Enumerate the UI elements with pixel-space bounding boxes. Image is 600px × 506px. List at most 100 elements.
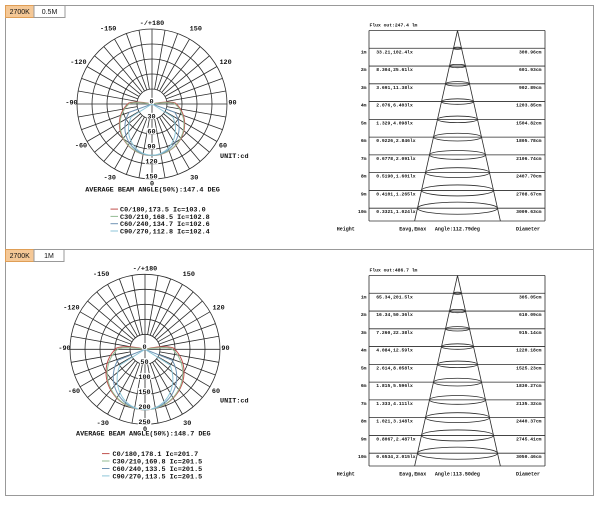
svg-text:3m: 3m <box>361 85 367 91</box>
svg-text:-60: -60 <box>75 143 87 151</box>
svg-text:6m: 6m <box>361 138 367 144</box>
svg-text:1.815,5.596lx: 1.815,5.596lx <box>376 383 413 389</box>
svg-text:2m: 2m <box>361 67 367 73</box>
svg-text:16.34,50.36lx: 16.34,50.36lx <box>376 312 413 318</box>
svg-text:-30: -30 <box>104 175 116 183</box>
svg-text:Flux out:247.4 lm: Flux out:247.4 lm <box>370 22 418 28</box>
svg-text:1220.18cm: 1220.18cm <box>516 348 542 354</box>
svg-text:2708.67cm: 2708.67cm <box>516 191 542 197</box>
svg-text:1m: 1m <box>361 294 367 300</box>
svg-text:2.076,6.403lx: 2.076,6.403lx <box>376 103 413 109</box>
svg-text:90: 90 <box>147 144 155 152</box>
svg-text:0.5M: 0.5M <box>42 9 58 16</box>
svg-text:Angle:113.50deg: Angle:113.50deg <box>435 472 480 478</box>
svg-text:1805.78cm: 1805.78cm <box>516 138 542 144</box>
svg-text:-30: -30 <box>97 420 109 428</box>
svg-text:1504.82cm: 1504.82cm <box>516 120 542 126</box>
svg-text:2m: 2m <box>361 312 367 318</box>
svg-text:8.304,25.61lx: 8.304,25.61lx <box>376 67 413 73</box>
svg-text:0.3321,1.024lx: 0.3321,1.024lx <box>376 209 416 215</box>
svg-text:4m: 4m <box>361 348 367 354</box>
svg-text:1.021,3.148lx: 1.021,3.148lx <box>376 419 413 425</box>
svg-text:7m: 7m <box>361 401 367 407</box>
svg-text:C60/240,133.5 Ic=201.5: C60/240,133.5 Ic=201.5 <box>113 466 203 474</box>
svg-text:2440.37cm: 2440.37cm <box>516 419 542 425</box>
svg-text:2745.41cm: 2745.41cm <box>516 436 542 442</box>
svg-text:8m: 8m <box>361 419 367 425</box>
svg-text:150: 150 <box>190 26 202 34</box>
svg-text:0.5190,1.601lx: 0.5190,1.601lx <box>376 174 416 180</box>
svg-text:305.05cm: 305.05cm <box>519 294 542 300</box>
svg-text:-150: -150 <box>100 26 116 34</box>
svg-text:2407.70cm: 2407.70cm <box>516 174 542 180</box>
svg-text:30: 30 <box>190 175 198 183</box>
svg-text:4.084,12.59lx: 4.084,12.59lx <box>376 348 413 354</box>
svg-text:0: 0 <box>142 344 146 352</box>
svg-text:Angle:112.79deg: Angle:112.79deg <box>435 227 480 233</box>
svg-text:C30/210,169.8 Ic=201.5: C30/210,169.8 Ic=201.5 <box>113 459 203 467</box>
svg-text:0.9226,2.846lx: 0.9226,2.846lx <box>376 138 416 144</box>
svg-text:1203.85cm: 1203.85cm <box>516 103 542 109</box>
svg-text:5m: 5m <box>361 365 367 371</box>
svg-text:1m: 1m <box>361 49 367 55</box>
svg-text:-120: -120 <box>70 59 86 67</box>
svg-text:AVERAGE BEAM ANGLE(50%):147.4: AVERAGE BEAM ANGLE(50%):147.4 DEG <box>85 187 220 195</box>
svg-text:-120: -120 <box>63 304 79 312</box>
svg-text:Height: Height <box>337 227 355 233</box>
svg-text:1.329,4.098lx: 1.329,4.098lx <box>376 120 413 126</box>
svg-text:8m: 8m <box>361 174 367 180</box>
svg-text:50: 50 <box>140 359 148 367</box>
svg-text:C90/270,112.8 Ic=102.4: C90/270,112.8 Ic=102.4 <box>120 229 210 237</box>
svg-text:3m: 3m <box>361 330 367 336</box>
svg-text:Height: Height <box>337 472 355 478</box>
svg-text:915.14cm: 915.14cm <box>519 330 542 336</box>
svg-text:2700K: 2700K <box>10 253 31 260</box>
svg-text:0.6534,2.015lx: 0.6534,2.015lx <box>376 454 416 460</box>
svg-text:120: 120 <box>212 304 224 312</box>
svg-text:1.333,4.111lx: 1.333,4.111lx <box>376 401 413 407</box>
svg-text:C60/240,134.7 Ic=102.6: C60/240,134.7 Ic=102.6 <box>120 221 210 229</box>
svg-text:Eavg,Emax: Eavg,Emax <box>399 472 426 478</box>
svg-text:7.260,22.38lx: 7.260,22.38lx <box>376 330 413 336</box>
svg-text:-/+180: -/+180 <box>140 20 164 28</box>
svg-text:0: 0 <box>150 181 154 189</box>
svg-text:Flux out:486.7 lm: Flux out:486.7 lm <box>370 267 418 273</box>
svg-text:Diameter: Diameter <box>516 472 540 478</box>
svg-text:65.34,201.5lx: 65.34,201.5lx <box>376 294 413 300</box>
svg-text:C30/210,168.5 Ic=102.8: C30/210,168.5 Ic=102.8 <box>120 214 210 222</box>
svg-text:120: 120 <box>145 159 157 167</box>
svg-text:0.6778,2.091lx: 0.6778,2.091lx <box>376 156 416 162</box>
svg-text:150: 150 <box>145 174 157 182</box>
svg-text:Eavg,Emax: Eavg,Emax <box>399 227 426 233</box>
svg-text:33.21,102.4lx: 33.21,102.4lx <box>376 49 413 55</box>
svg-text:C0/180,173.5 Ic=103.0: C0/180,173.5 Ic=103.0 <box>120 207 206 215</box>
svg-text:5m: 5m <box>361 120 367 126</box>
svg-text:-90: -90 <box>65 100 77 108</box>
svg-text:150: 150 <box>183 271 195 279</box>
svg-text:10m: 10m <box>358 209 367 215</box>
svg-text:0.8067,2.487lx: 0.8067,2.487lx <box>376 436 416 442</box>
svg-text:1525.23cm: 1525.23cm <box>516 365 542 371</box>
svg-text:AVERAGE BEAM ANGLE(50%):148.7: AVERAGE BEAM ANGLE(50%):148.7 DEG <box>76 431 211 439</box>
svg-text:0: 0 <box>143 426 147 434</box>
svg-text:601.93cm: 601.93cm <box>519 67 542 73</box>
svg-text:1M: 1M <box>44 253 54 260</box>
svg-text:100: 100 <box>138 374 150 382</box>
svg-text:UNIT:cd: UNIT:cd <box>220 153 249 161</box>
svg-text:120: 120 <box>219 59 231 67</box>
svg-text:3009.63cm: 3009.63cm <box>516 209 542 215</box>
svg-text:2106.74cm: 2106.74cm <box>516 156 542 162</box>
svg-text:60: 60 <box>147 129 155 137</box>
svg-text:60: 60 <box>219 143 227 151</box>
svg-text:-90: -90 <box>58 345 70 353</box>
svg-text:3.691,11.38lx: 3.691,11.38lx <box>376 85 413 91</box>
svg-text:902.89cm: 902.89cm <box>519 85 542 91</box>
svg-text:-150: -150 <box>93 271 109 279</box>
svg-text:10m: 10m <box>358 454 367 460</box>
svg-text:2700K: 2700K <box>10 9 31 16</box>
svg-text:C0/180,178.1 Ic=201.7: C0/180,178.1 Ic=201.7 <box>113 451 199 459</box>
svg-text:1830.27cm: 1830.27cm <box>516 383 542 389</box>
svg-text:3050.46cm: 3050.46cm <box>516 454 542 460</box>
svg-text:6m: 6m <box>361 383 367 389</box>
svg-text:30: 30 <box>183 420 191 428</box>
